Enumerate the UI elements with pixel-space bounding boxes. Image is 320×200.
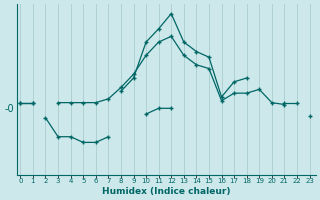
X-axis label: Humidex (Indice chaleur): Humidex (Indice chaleur)	[102, 187, 230, 196]
